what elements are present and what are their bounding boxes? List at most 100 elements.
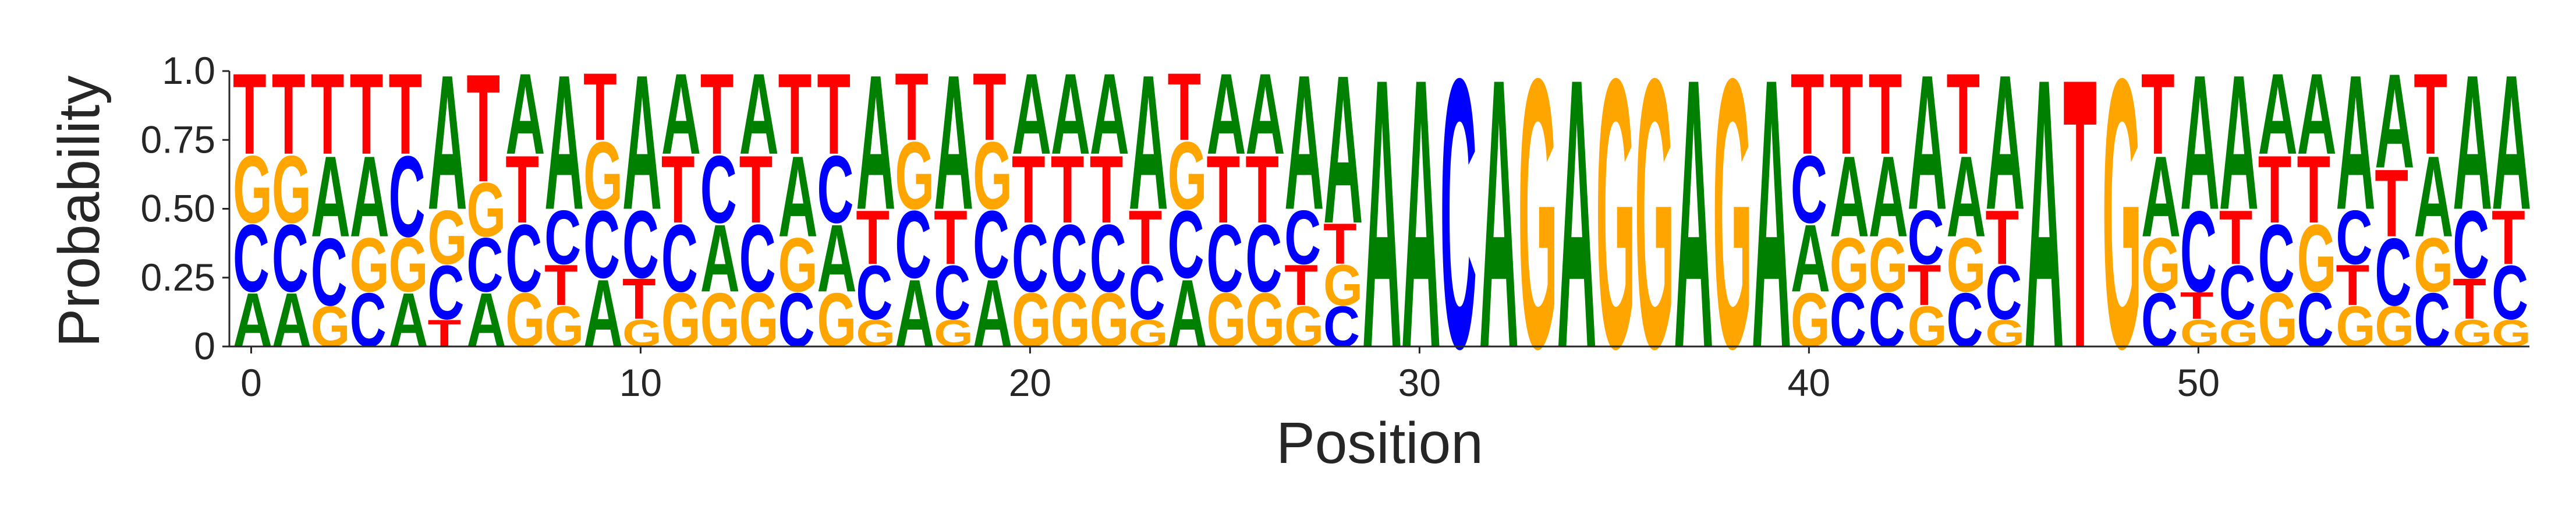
logo-column-34: A (1557, 0, 1597, 428)
logo-letter-T-pos-40: T (1791, 49, 1824, 178)
logo-letter-C-pos-15: C (817, 135, 853, 243)
logo-letter-A-pos-44: A (1947, 132, 1986, 261)
logo-letter-C-pos-7: C (505, 204, 542, 312)
logo-letter-A-pos-41: A (1830, 132, 1869, 261)
logo-letter-A-pos-27: A (1284, 36, 1324, 250)
logo-letter-T-pos-55: T (2375, 150, 2408, 257)
logo-letter-T-pos-54: T (2336, 253, 2370, 318)
logo-letter-G-pos-22: G (1090, 277, 1129, 363)
logo-letter-C-pos-31: C (1440, 0, 1477, 428)
logo-letter-T-pos-6: T (466, 43, 500, 215)
logo-letter-A-pos-54: A (2336, 36, 2376, 250)
logo-letter-G-pos-52: G (2258, 277, 2298, 363)
logo-letter-A-pos-43: A (1908, 36, 1947, 250)
y-tick-label: 1.0 (162, 49, 215, 92)
logo-letter-C-pos-8: C (544, 194, 581, 281)
logo-letter-C-pos-2: C (311, 218, 348, 326)
logo-letter-T-pos-15: T (817, 49, 851, 178)
x-tick-label: 30 (1398, 361, 1441, 404)
logo-letter-A-pos-17: A (895, 260, 934, 367)
logo-column-30: A (1401, 0, 1441, 428)
logo-letter-T-pos-44: T (1947, 49, 1980, 178)
logo-letter-T-pos-2: T (311, 49, 345, 178)
x-tick-label: 10 (619, 361, 662, 404)
logo-letter-T-pos-52: T (2258, 136, 2292, 243)
logo-letter-A-pos-12: A (700, 205, 740, 312)
logo-letter-T-pos-53: T (2297, 136, 2331, 243)
logo-letter-C-pos-50: C (2180, 188, 2217, 316)
logo-letter-G-pos-53: G (2297, 204, 2337, 312)
logo-letter-C-pos-10: C (622, 190, 659, 298)
logo-column-31: C (1440, 0, 1477, 428)
plot-area: ACGTACGTGCATCGATAGCTTCGAACGTGCTAGTCAACGT… (233, 0, 2531, 428)
logo-letter-G-pos-41: G (1830, 222, 1869, 308)
logo-letter-C-pos-12: C (700, 135, 737, 243)
logo-letter-C-pos-18: C (934, 249, 970, 335)
logo-letter-C-pos-26: C (1245, 204, 1282, 312)
logo-letter-C-pos-21: C (1051, 204, 1087, 312)
logo-letter-T-pos-47: T (2063, 0, 2097, 428)
y-tick-label: 0.50 (141, 187, 215, 230)
logo-letter-C-pos-24: C (1168, 190, 1204, 298)
logo-letter-A-pos-1: A (272, 277, 311, 363)
logo-letter-G-pos-12: G (700, 277, 740, 363)
logo-letter-A-pos-16: A (856, 36, 895, 250)
logo-column-46: A (2024, 0, 2064, 428)
logo-column-47: T (2063, 0, 2097, 428)
logo-letter-A-pos-10: A (622, 36, 662, 250)
logo-letter-C-pos-53: C (2297, 277, 2334, 363)
logo-letter-T-pos-1: T (272, 49, 306, 178)
logo-letter-G-pos-18: G (934, 312, 973, 355)
logo-letter-C-pos-57: C (2453, 190, 2489, 298)
logo-letter-T-pos-17: T (895, 54, 929, 161)
logo-letter-G-pos-3: G (350, 222, 389, 308)
logo-letter-T-pos-49: T (2141, 49, 2175, 178)
logo-letter-G-pos-57: G (2453, 312, 2492, 355)
logo-letter-C-pos-28: C (1323, 295, 1360, 359)
logo-letter-A-pos-42: A (1869, 132, 1908, 261)
logo-letter-C-pos-56: C (2414, 277, 2450, 363)
logo-letter-A-pos-15: A (817, 205, 856, 312)
logo-letter-A-pos-51: A (2219, 36, 2259, 250)
logo-letter-C-pos-19: C (973, 190, 1009, 298)
logo-letter-G-pos-54: G (2336, 295, 2376, 359)
logo-letter-C-pos-9: C (583, 190, 620, 298)
logo-letter-G-pos-35: G (1596, 0, 1635, 428)
logo-letter-A-pos-29: A (1362, 0, 1402, 428)
logo-letter-A-pos-58: A (2492, 36, 2531, 250)
logo-letter-G-pos-51: G (2219, 312, 2259, 355)
logo-letter-T-pos-51: T (2219, 195, 2253, 281)
logo-letter-A-pos-7: A (505, 49, 545, 178)
logo-letter-T-pos-58: T (2492, 195, 2525, 281)
logo-letter-T-pos-11: T (661, 136, 695, 243)
logo-letter-A-pos-8: A (544, 36, 584, 250)
logo-letter-C-pos-54: C (2336, 194, 2373, 281)
logo-letter-G-pos-25: G (1206, 277, 1246, 363)
logo-letter-C-pos-45: C (1985, 249, 2022, 335)
logo-letter-A-pos-37: A (1674, 0, 1713, 428)
logo-letter-G-pos-2: G (311, 295, 350, 359)
logo-letter-T-pos-14: T (778, 49, 812, 178)
logo-letter-G-pos-48: G (2102, 0, 2142, 428)
logo-letter-C-pos-16: C (856, 249, 892, 335)
logo-letter-A-pos-6: A (466, 277, 506, 363)
logo-letter-T-pos-57: T (2453, 267, 2486, 332)
logo-letter-G-pos-50: G (2180, 312, 2220, 355)
logo-letter-T-pos-42: T (1869, 49, 1902, 178)
logo-letter-T-pos-5: T (427, 312, 461, 355)
logo-letter-G-pos-26: G (1245, 277, 1285, 363)
logo-letter-A-pos-0: A (233, 277, 272, 363)
logo-letter-T-pos-25: T (1206, 136, 1240, 243)
